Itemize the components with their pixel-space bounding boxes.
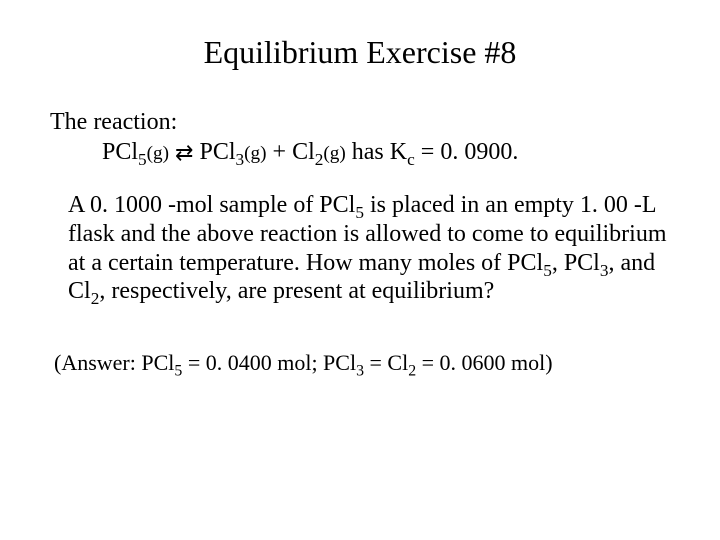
kc-value: = 0. 0900. — [415, 139, 519, 165]
slide-title: Equilibrium Exercise #8 — [50, 34, 670, 71]
slide: Equilibrium Exercise #8 The reaction: PC… — [0, 0, 720, 540]
equilibrium-arrow-icon: ⇄ — [175, 139, 193, 167]
answer-text: = 0. 0600 mol) — [416, 350, 552, 375]
has-kc: has K — [346, 139, 407, 165]
answer-text: = Cl — [364, 350, 408, 375]
species-pcl5: PCl — [102, 139, 138, 165]
species-cl2: Cl — [292, 139, 315, 165]
sub-3: 3 — [236, 150, 245, 169]
sub-c: c — [407, 150, 415, 169]
sub-5: 5 — [138, 150, 147, 169]
plus: + — [267, 139, 293, 165]
answer-text: = 0. 0400 mol; PCl — [182, 350, 356, 375]
sub-5: 5 — [355, 203, 364, 222]
phase-g: (g) — [147, 143, 169, 164]
answer-line: (Answer: PCl5 = 0. 0400 mol; PCl3 = Cl2 … — [54, 350, 670, 376]
body-text: , respectively, are present at equilibri… — [99, 278, 494, 304]
body-text: A 0. 1000 -mol sample of PCl — [68, 192, 355, 218]
sub-2: 2 — [408, 363, 416, 380]
species-pcl3: PCl — [199, 139, 235, 165]
reaction-equation: PCl5(g) ⇄ PCl3(g) + Cl2(g) has Kc = 0. 0… — [50, 137, 670, 167]
phase-g: (g) — [323, 143, 345, 164]
reaction-block: The reaction: PCl5(g) ⇄ PCl3(g) + Cl2(g)… — [50, 107, 670, 167]
sub-3: 3 — [600, 260, 609, 279]
problem-statement: A 0. 1000 -mol sample of PCl5 is placed … — [68, 191, 670, 306]
sub-3: 3 — [356, 363, 364, 380]
reaction-intro: The reaction: — [50, 107, 670, 137]
sub-5: 5 — [543, 260, 552, 279]
body-text: , PCl — [552, 250, 600, 276]
phase-g: (g) — [244, 143, 266, 164]
answer-text: (Answer: PCl — [54, 350, 174, 375]
